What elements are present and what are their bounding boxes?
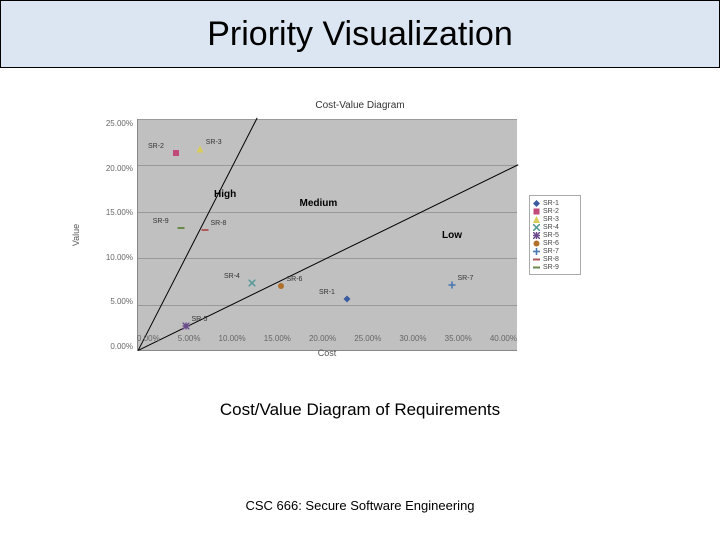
y-tick: 10.00% (95, 253, 133, 262)
legend-label: SR-9 (543, 264, 559, 271)
y-tick: 0.00% (95, 342, 133, 351)
x-tick: 35.00% (445, 334, 472, 343)
point-label: SR-2 (148, 143, 164, 150)
region-label: Medium (300, 198, 338, 209)
legend-item: SR-4 (533, 223, 577, 231)
legend-marker-icon (533, 224, 540, 231)
legend-item: SR-3 (533, 215, 577, 223)
legend-label: SR-5 (543, 232, 559, 239)
legend-marker-icon (533, 248, 540, 255)
x-tick: 20.00% (309, 334, 336, 343)
legend-item: SR-6 (533, 239, 577, 247)
region-label: Low (442, 230, 462, 241)
legend-marker-icon (533, 200, 540, 207)
point-label: SR-9 (153, 218, 169, 225)
data-point (196, 140, 203, 147)
point-label: SR-6 (287, 276, 303, 283)
x-tick: 10.00% (219, 334, 246, 343)
x-tick: 5.00% (178, 334, 201, 343)
chart-body: Value 25.00%20.00%15.00%10.00%5.00%0.00%… (95, 119, 625, 351)
legend-item: SR-7 (533, 247, 577, 255)
data-point (249, 273, 256, 280)
point-label: SR-7 (458, 275, 474, 282)
data-point (173, 143, 180, 150)
gridline (138, 212, 517, 213)
x-ticks: 0.00% 5.00% 10.00% 15.00% 20.00% 25.00% 30.00%… (137, 332, 517, 343)
y-tick: 15.00% (95, 208, 133, 217)
point-label: SR-8 (211, 220, 227, 227)
legend-label: SR-7 (543, 248, 559, 255)
point-label: SR-4 (224, 273, 240, 280)
chart-title: Cost-Value Diagram (95, 100, 625, 111)
legend-label: SR-2 (543, 208, 559, 215)
data-point (277, 277, 284, 284)
legend-item: SR-9 (533, 263, 577, 271)
legend-label: SR-8 (543, 256, 559, 263)
x-tick: 40.00% (490, 334, 517, 343)
data-point (448, 275, 455, 282)
gridline (138, 165, 517, 166)
y-tick: 20.00% (95, 164, 133, 173)
page-title: Priority Visualization (207, 15, 513, 54)
x-axis-label: Cost (137, 348, 517, 358)
point-label: SR-3 (206, 139, 222, 146)
y-tick: 5.00% (95, 297, 133, 306)
legend-marker-icon (533, 256, 540, 263)
gridline (138, 119, 517, 120)
legend-item: SR-1 (533, 199, 577, 207)
data-point (344, 290, 351, 297)
legend-label: SR-3 (543, 216, 559, 223)
x-tick: 0.00% (137, 334, 160, 343)
legend-marker-icon (533, 208, 540, 215)
x-tick: 25.00% (354, 334, 381, 343)
cost-value-chart: Cost-Value Diagram Value 25.00%20.00%15.… (95, 100, 625, 390)
gridline (138, 305, 517, 306)
slide-footer: CSC 666: Secure Software Engineering (0, 498, 720, 513)
title-banner: Priority Visualization (0, 0, 720, 68)
legend-item: SR-8 (533, 255, 577, 263)
legend-item: SR-2 (533, 207, 577, 215)
legend-marker-icon (533, 240, 540, 247)
x-tick: 15.00% (264, 334, 291, 343)
legend: SR-1SR-2SR-3SR-4SR-5SR-6SR-7SR-8SR-9 (529, 195, 581, 275)
legend-marker-icon (533, 216, 540, 223)
legend-item: SR-5 (533, 231, 577, 239)
region-label: High (214, 189, 236, 200)
data-point (201, 220, 208, 227)
x-tick: 30.00% (399, 334, 426, 343)
point-label: SR-5 (192, 316, 208, 323)
data-point (177, 219, 184, 226)
y-ticks: 25.00% 20.00% 15.00% 10.00% 5.00% 0.00% (95, 119, 137, 351)
y-tick: 25.00% (95, 119, 133, 128)
legend-marker-icon (533, 264, 540, 271)
legend-label: SR-1 (543, 200, 559, 207)
legend-label: SR-4 (543, 224, 559, 231)
chart-caption: Cost/Value Diagram of Requirements (0, 400, 720, 420)
legend-label: SR-6 (543, 240, 559, 247)
data-point (182, 317, 189, 324)
plot-area: High Medium Low SR-1 SR-2 SR-3 SR-4 SR-5 SR-6 SR-… (137, 119, 517, 351)
point-label: SR-1 (319, 289, 335, 296)
legend-marker-icon (533, 232, 540, 239)
y-axis-label: Value (71, 224, 81, 246)
